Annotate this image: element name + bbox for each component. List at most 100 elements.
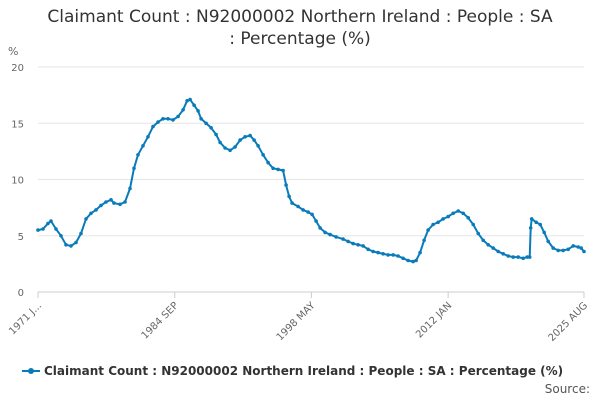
data-point xyxy=(491,246,496,250)
data-point xyxy=(79,231,83,236)
data-point xyxy=(391,253,395,257)
x-tick-label: 2012 JAN xyxy=(414,300,454,340)
data-point xyxy=(481,238,486,243)
data-point xyxy=(436,220,440,225)
x-tick-label: 1984 SEP xyxy=(140,300,181,341)
data-point xyxy=(527,255,532,259)
data-point xyxy=(534,220,538,225)
data-point xyxy=(136,153,140,157)
data-point xyxy=(323,230,327,235)
data-point xyxy=(406,258,410,263)
x-tick-label: 1998 MAY xyxy=(275,300,318,343)
data-point xyxy=(128,186,132,191)
data-point xyxy=(521,256,525,261)
data-point xyxy=(233,145,237,149)
chart-title: Claimant Count : N92000002 Northern Irel… xyxy=(0,6,600,50)
data-point xyxy=(501,252,506,256)
data-point xyxy=(99,203,103,208)
data-point xyxy=(188,97,192,102)
data-point xyxy=(223,146,227,150)
data-point xyxy=(196,109,200,113)
data-point xyxy=(571,244,575,248)
data-point xyxy=(218,140,222,145)
data-point xyxy=(284,183,288,187)
data-point xyxy=(528,226,533,230)
data-point xyxy=(59,234,63,238)
data-point xyxy=(414,258,418,263)
x-tick-label: 2025 AUG xyxy=(547,300,591,344)
data-point xyxy=(516,255,520,259)
data-point xyxy=(146,135,150,139)
data-point xyxy=(411,259,415,264)
data-point xyxy=(185,99,189,103)
data-point xyxy=(371,249,375,254)
data-point xyxy=(109,198,113,202)
chart-title-line-2: : Percentage (%) xyxy=(229,29,371,49)
data-point xyxy=(318,226,322,230)
data-point xyxy=(471,222,476,227)
data-point xyxy=(238,138,242,142)
x-tick-label: 1971 J... xyxy=(7,300,44,337)
data-point xyxy=(351,241,355,246)
data-point xyxy=(290,201,294,205)
data-point xyxy=(49,219,53,223)
data-point xyxy=(556,248,560,253)
gridlines xyxy=(38,66,584,293)
legend[interactable]: Claimant Count : N92000002 Northern Irel… xyxy=(22,364,563,378)
data-point xyxy=(276,167,280,172)
data-point xyxy=(104,200,108,204)
chart-title-line-1: Claimant Count : N92000002 Northern Irel… xyxy=(47,7,553,27)
data-point xyxy=(314,219,318,223)
data-point xyxy=(112,201,116,205)
data-point xyxy=(266,160,270,165)
data-point xyxy=(346,239,350,244)
data-point xyxy=(296,204,300,209)
data-point xyxy=(461,211,466,216)
data-point xyxy=(441,217,445,221)
data-point xyxy=(46,221,50,226)
data-point xyxy=(64,243,68,247)
y-tick-label: 20 xyxy=(11,63,24,74)
legend-series-marker xyxy=(22,367,40,375)
data-point xyxy=(542,230,546,235)
y-tick-label: 10 xyxy=(11,176,24,187)
data-point xyxy=(506,254,511,258)
data-point xyxy=(310,212,314,217)
data-point xyxy=(328,232,332,237)
data-point xyxy=(456,209,461,213)
data-point xyxy=(538,222,542,227)
data-point xyxy=(341,237,345,241)
data-point xyxy=(192,103,196,107)
data-point xyxy=(248,133,252,138)
data-point xyxy=(422,238,426,243)
data-point xyxy=(74,240,78,245)
data-point xyxy=(156,120,160,124)
data-point xyxy=(271,166,275,171)
y-axis: 0 5 10 15 20% xyxy=(8,45,24,299)
data-point xyxy=(396,254,400,258)
data-point xyxy=(166,117,170,121)
data-point xyxy=(287,194,291,199)
data-point xyxy=(252,138,256,142)
data-point xyxy=(431,222,435,227)
data-point xyxy=(89,211,93,216)
data-point xyxy=(334,235,338,239)
data-point xyxy=(228,148,232,153)
data-point xyxy=(243,135,247,139)
data-point xyxy=(546,239,550,244)
data-point xyxy=(566,247,570,252)
data-point xyxy=(446,214,451,219)
data-point xyxy=(94,208,98,212)
data-point xyxy=(576,245,580,249)
data-point xyxy=(376,250,380,255)
data-point xyxy=(141,144,145,148)
y-tick-label: 0 xyxy=(18,288,24,299)
data-point xyxy=(209,126,213,130)
plot-area xyxy=(36,97,586,264)
data-point xyxy=(151,124,155,129)
data-point xyxy=(181,108,185,112)
data-point xyxy=(366,247,370,252)
data-point xyxy=(381,252,385,256)
source-label[interactable]: Source: xyxy=(544,382,590,396)
data-point xyxy=(132,166,136,171)
